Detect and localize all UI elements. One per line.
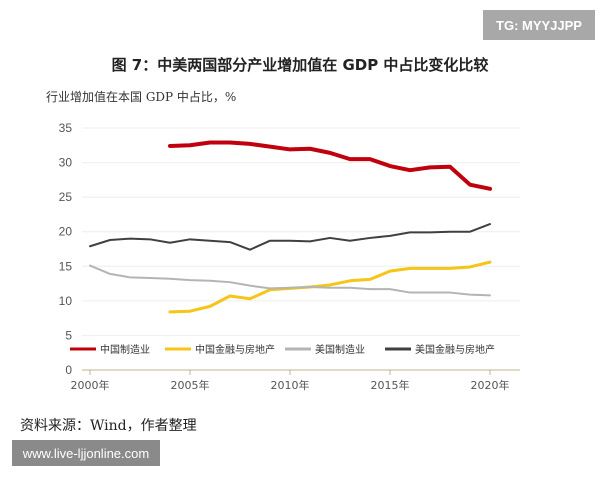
x-tick-label: 2020年 [471, 378, 510, 392]
series-line-3 [89, 223, 491, 251]
source-note: 资料来源：Wind，作者整理 [20, 418, 197, 434]
legend-label: 中国金融与房地产 [195, 343, 275, 356]
legend-label: 美国制造业 [315, 343, 365, 356]
x-tick-label: 2010年 [271, 378, 310, 392]
x-tick-label: 2000年 [71, 378, 110, 392]
y-tick-label: 20 [59, 225, 73, 239]
watermark-top: TG: MYYJJPP [483, 10, 595, 40]
y-tick-label: 5 [65, 328, 72, 342]
y-tick-label: 25 [59, 190, 73, 204]
y-tick-label: 10 [59, 294, 73, 308]
y-axis-label: 行业增加值在本国 GDP 中占比，% [46, 90, 237, 104]
y-tick-label: 15 [59, 259, 73, 273]
legend-label: 美国金融与房地产 [415, 343, 495, 356]
watermark-bottom: www.live-ljjonline.com [12, 440, 160, 466]
series-line-1 [168, 260, 492, 314]
legend-label: 中国制造业 [100, 343, 150, 356]
x-tick-label: 2005年 [171, 378, 210, 392]
series-line-0 [168, 140, 492, 191]
x-tick-label: 2015年 [371, 378, 410, 392]
y-tick-label: 30 [59, 156, 73, 170]
y-tick-label: 0 [65, 363, 72, 377]
chart-title: 图 7：中美两国部分产业增加值在 GDP 中占比变化比较 [111, 56, 489, 74]
y-tick-label: 35 [59, 121, 73, 135]
series-line-2 [89, 264, 491, 297]
